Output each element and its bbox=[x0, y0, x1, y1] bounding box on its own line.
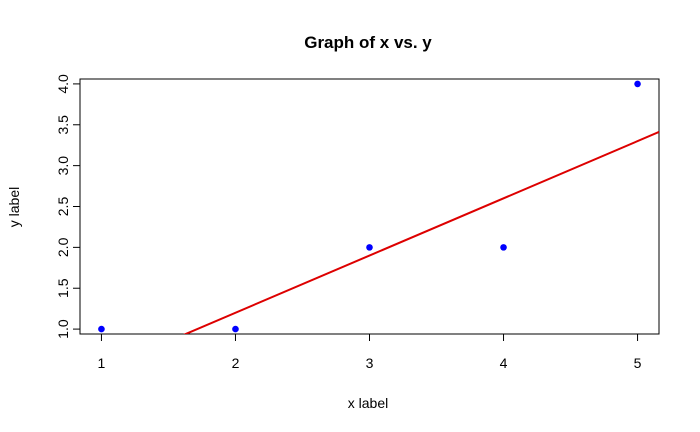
x-tick-label: 4 bbox=[500, 355, 508, 371]
y-tick-label: 3.0 bbox=[55, 156, 71, 176]
y-tick-label: 3.5 bbox=[55, 115, 71, 135]
plot-area bbox=[98, 80, 659, 334]
x-tick-label: 5 bbox=[634, 355, 642, 371]
data-point bbox=[366, 244, 373, 251]
regression-line bbox=[183, 131, 659, 334]
y-tick-label: 4.0 bbox=[55, 74, 71, 94]
x-axis: 1 2 3 4 5 bbox=[98, 333, 642, 371]
y-axis: 1.0 1.5 2.0 2.5 3.0 3.5 4.0 bbox=[55, 74, 81, 339]
data-point bbox=[232, 325, 239, 333]
y-axis-label: y label bbox=[6, 187, 22, 227]
x-axis-label: x label bbox=[348, 395, 388, 411]
plot-frame bbox=[79, 78, 660, 335]
y-tick-label: 1.0 bbox=[55, 319, 71, 339]
data-point bbox=[634, 80, 641, 88]
x-tick-label: 3 bbox=[366, 355, 374, 371]
data-point bbox=[98, 325, 105, 333]
data-point bbox=[500, 244, 507, 251]
x-tick-label: 1 bbox=[98, 355, 106, 371]
x-tick-label: 2 bbox=[232, 355, 240, 371]
y-tick-label: 2.5 bbox=[55, 197, 71, 217]
y-tick-label: 1.5 bbox=[55, 278, 71, 298]
chart-title: Graph of x vs. y bbox=[304, 33, 432, 52]
y-tick-label: 2.0 bbox=[55, 237, 71, 257]
